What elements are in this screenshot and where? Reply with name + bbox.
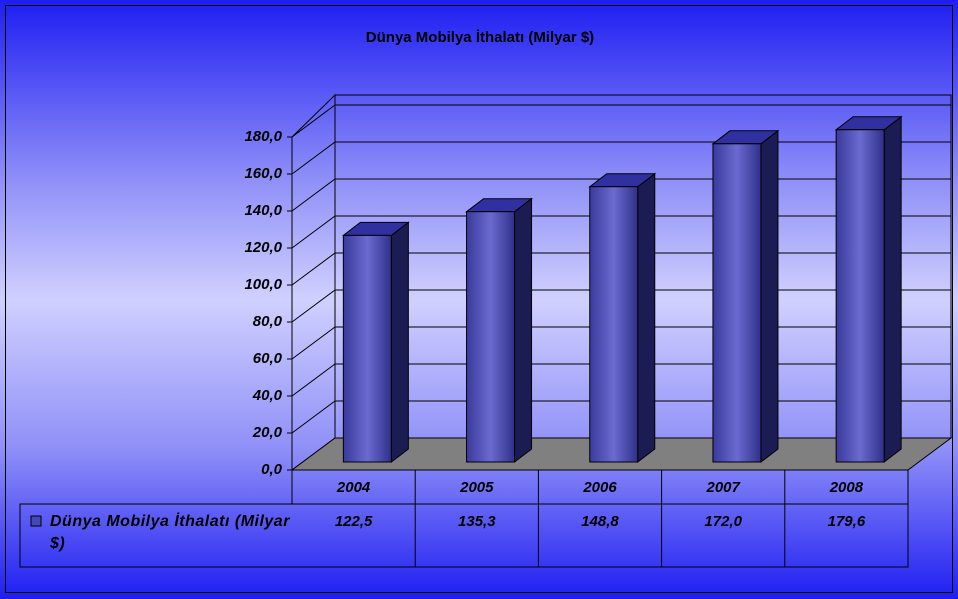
x-tick-label: 2006 xyxy=(582,479,617,496)
chart-border xyxy=(5,5,953,593)
data-label: 179,6 xyxy=(828,513,866,530)
y-tick-label: 0,0 xyxy=(261,461,283,478)
bar xyxy=(589,186,639,463)
bar xyxy=(835,129,885,463)
bar xyxy=(342,234,392,463)
data-table-row xyxy=(19,503,909,568)
side-wall xyxy=(291,93,336,471)
grid-line xyxy=(291,104,951,138)
y-tick-label: 80,0 xyxy=(253,313,283,330)
data-label: 122,5 xyxy=(335,513,373,530)
y-tick-label: 100,0 xyxy=(244,276,282,293)
data-label: 135,3 xyxy=(458,513,496,530)
y-tick-label: 180,0 xyxy=(244,128,282,145)
bar-side xyxy=(514,197,533,464)
y-tick-label: 140,0 xyxy=(244,202,282,219)
bar-side xyxy=(390,221,409,464)
bar-side xyxy=(760,129,779,464)
legend-label: Dünya Mobilya İthalatı (Milyar $) xyxy=(50,513,290,552)
bar xyxy=(466,211,516,463)
legend-key xyxy=(30,515,42,527)
data-label: 172,0 xyxy=(704,513,742,530)
bar-side xyxy=(637,172,656,464)
y-tick-label: 40,0 xyxy=(252,387,283,404)
y-tick-label: 120,0 xyxy=(244,239,282,256)
chart-title: Dünya Mobilya İthalatı (Milyar $) xyxy=(366,29,594,46)
data-label: 148,8 xyxy=(581,513,619,530)
x-tick-label: 2005 xyxy=(459,479,494,496)
y-tick-label: 60,0 xyxy=(253,350,283,367)
y-tick-label: 160,0 xyxy=(244,165,282,182)
bar xyxy=(712,143,762,463)
x-tick-label: 2004 xyxy=(336,479,371,496)
bar-side xyxy=(883,115,902,464)
x-tick-label: 2007 xyxy=(706,479,741,496)
x-tick-label: 2008 xyxy=(829,479,864,496)
y-tick-label: 20,0 xyxy=(252,424,283,441)
